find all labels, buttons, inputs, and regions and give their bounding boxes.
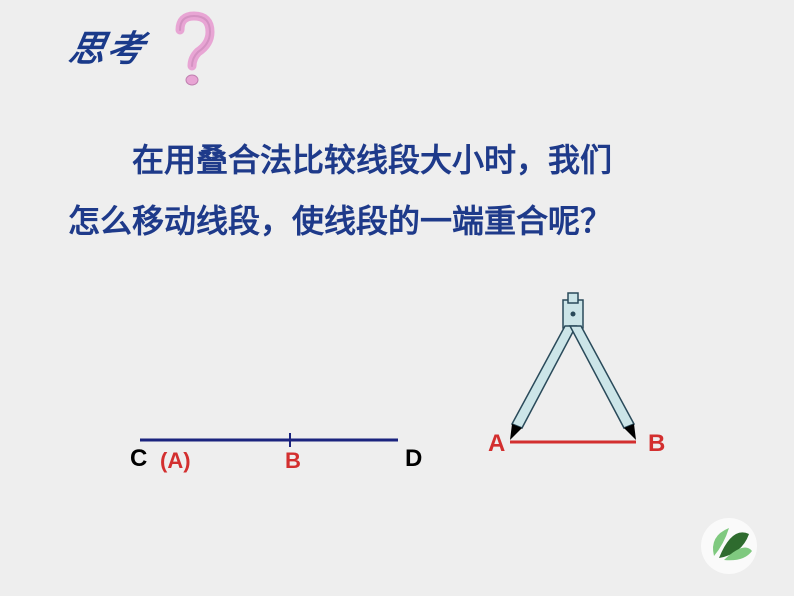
label-c: C — [130, 445, 147, 473]
label-b-right: B — [648, 430, 665, 458]
label-a-paren: (A) — [160, 448, 191, 474]
label-b-left: B — [285, 448, 301, 474]
label-d: D — [405, 445, 422, 473]
geometry-diagram — [0, 0, 794, 596]
compass-icon — [510, 293, 636, 440]
label-a-right: A — [488, 430, 505, 458]
leaf-logo-icon — [694, 516, 764, 576]
